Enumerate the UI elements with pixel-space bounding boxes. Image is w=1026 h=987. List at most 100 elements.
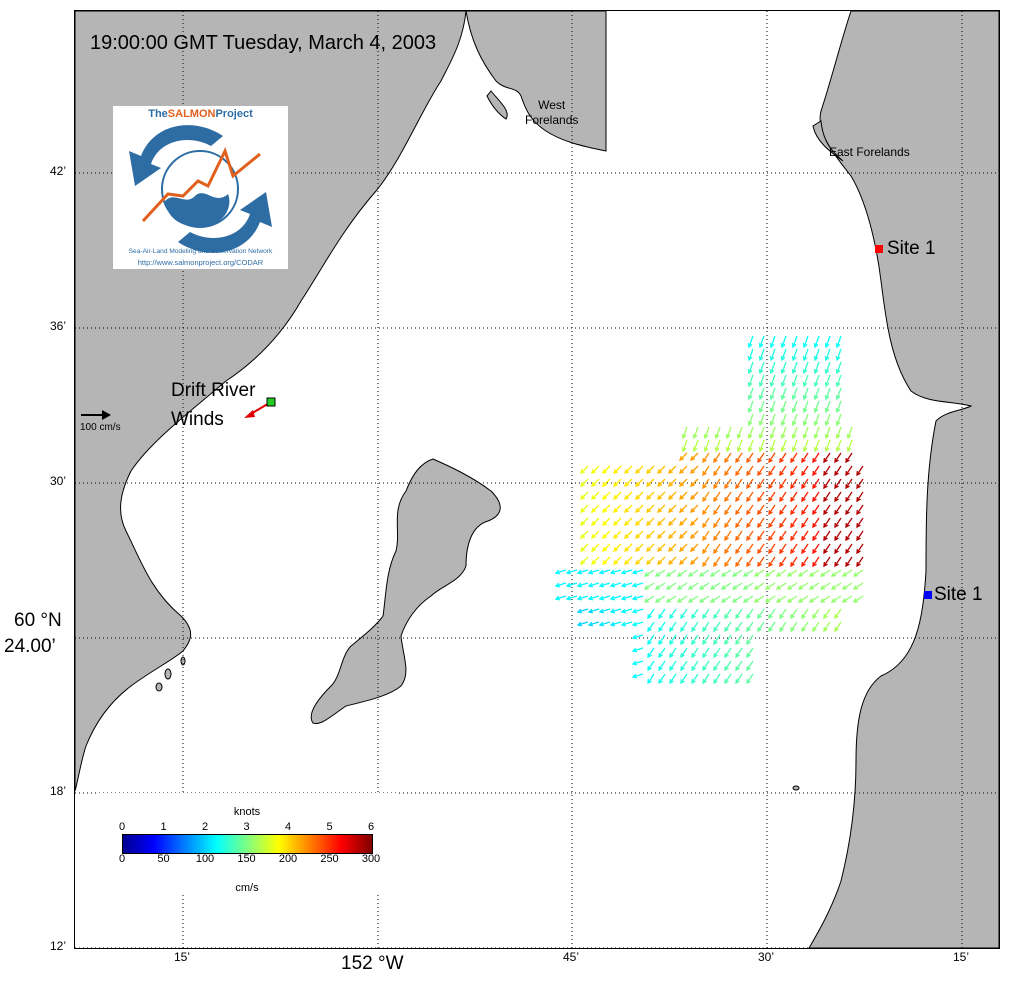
current-vector — [824, 361, 831, 375]
current-vector — [775, 569, 787, 577]
current-vector — [613, 530, 622, 539]
current-vector — [646, 465, 655, 474]
current-vector — [757, 530, 765, 542]
current-vector — [856, 556, 864, 568]
current-vector — [690, 517, 699, 526]
current-vector — [768, 621, 776, 633]
current-vector — [698, 595, 710, 603]
current-vector — [812, 556, 820, 568]
current-vector — [747, 400, 754, 414]
current-vector — [668, 543, 677, 552]
current-vector — [647, 621, 655, 633]
current-vector — [631, 634, 644, 640]
current-vector — [768, 517, 776, 529]
current-vector — [779, 608, 787, 620]
current-vector — [565, 569, 578, 575]
current-vector — [802, 413, 809, 427]
west-forelands-land — [465, 11, 607, 152]
current-vector — [679, 556, 688, 565]
current-vector — [713, 504, 721, 516]
current-vector — [780, 374, 787, 388]
current-vector — [735, 556, 743, 568]
current-vector — [834, 530, 842, 542]
current-vector — [613, 478, 622, 487]
current-vector — [746, 504, 754, 516]
current-vector — [757, 491, 765, 503]
current-vector — [691, 634, 699, 646]
current-vector — [834, 452, 842, 464]
current-vector — [646, 543, 655, 552]
salmon-project-logo[interactable]: TheSALMONProject Sea-Air-Land Modeling a… — [113, 106, 288, 269]
drift-river-line1: Drift River — [171, 380, 256, 401]
current-vector — [802, 361, 809, 375]
current-vector — [779, 530, 787, 542]
current-vector — [834, 621, 842, 633]
current-vector — [669, 621, 677, 633]
current-vector — [698, 569, 710, 577]
current-vector — [702, 621, 710, 633]
current-vector — [658, 660, 666, 672]
current-vector — [823, 543, 831, 555]
current-vector — [802, 374, 809, 388]
current-vector — [823, 452, 831, 464]
logo-title: TheSALMONProject — [148, 108, 253, 120]
current-vector — [609, 569, 622, 575]
current-vector — [654, 582, 666, 590]
current-vector — [768, 543, 776, 555]
logo-url[interactable]: http://www.salmonproject.org/CODAR — [137, 258, 264, 267]
current-vector — [724, 634, 732, 646]
current-vector — [724, 452, 732, 464]
current-vector — [657, 491, 666, 500]
current-vector — [665, 595, 677, 603]
current-vector — [797, 569, 809, 577]
current-vector — [609, 608, 622, 614]
current-vector — [631, 582, 644, 588]
current-vector — [687, 569, 699, 577]
current-vector — [591, 556, 600, 565]
current-vector — [801, 517, 809, 529]
current-vector — [624, 478, 633, 487]
current-vector — [757, 452, 765, 464]
current-vector — [758, 335, 765, 349]
current-vector — [691, 621, 699, 633]
current-vector — [757, 478, 765, 490]
current-vector — [724, 465, 732, 477]
islet — [180, 656, 186, 666]
current-vector — [702, 647, 710, 659]
current-vector — [690, 452, 699, 461]
current-vector — [613, 465, 622, 474]
current-vector — [657, 530, 666, 539]
current-vector — [841, 595, 853, 603]
current-vector — [758, 400, 765, 414]
current-vector — [786, 569, 798, 577]
current-vector — [801, 478, 809, 490]
current-vector — [713, 530, 721, 542]
current-vector — [624, 543, 633, 552]
current-vector — [769, 439, 776, 453]
current-vector — [845, 478, 853, 490]
current-vector — [835, 426, 842, 440]
current-vector — [790, 465, 798, 477]
current-vector — [635, 504, 644, 513]
current-vector — [591, 478, 600, 487]
colorbar-knots-tick: 3 — [243, 821, 250, 833]
current-vector — [602, 478, 611, 487]
current-vector — [790, 621, 798, 633]
current-vector — [735, 491, 743, 503]
current-vector — [713, 517, 721, 529]
current-vector — [587, 595, 600, 601]
current-vector — [613, 543, 622, 552]
current-vector — [735, 517, 743, 529]
current-vector — [702, 634, 710, 646]
current-vector — [713, 634, 721, 646]
current-vector — [713, 491, 721, 503]
current-vector — [620, 569, 633, 575]
current-vector — [813, 426, 820, 440]
current-vector — [657, 478, 666, 487]
current-vector — [714, 439, 721, 453]
current-vector — [769, 374, 776, 388]
current-vector — [690, 504, 699, 513]
current-vector — [657, 504, 666, 513]
current-vector — [724, 647, 732, 659]
current-vector — [679, 530, 688, 539]
